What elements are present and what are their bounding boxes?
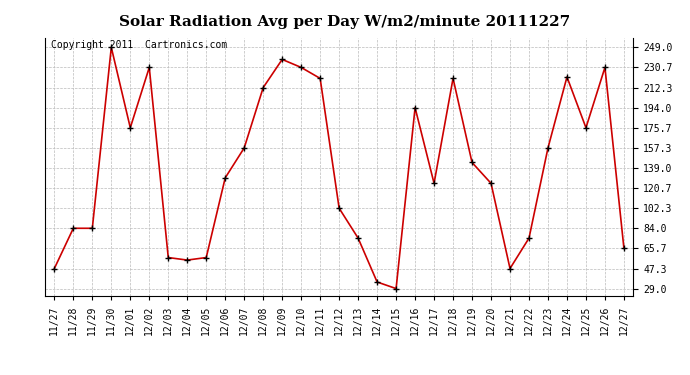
Text: Solar Radiation Avg per Day W/m2/minute 20111227: Solar Radiation Avg per Day W/m2/minute … bbox=[119, 15, 571, 29]
Text: Copyright 2011  Cartronics.com: Copyright 2011 Cartronics.com bbox=[51, 40, 227, 50]
